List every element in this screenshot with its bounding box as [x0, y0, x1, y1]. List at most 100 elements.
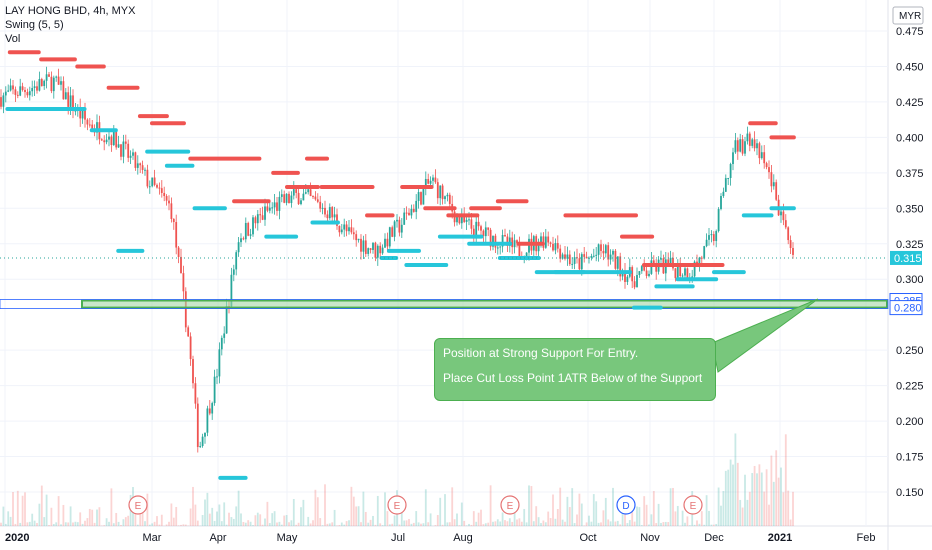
volume-bar [360, 522, 362, 526]
candle-body [300, 200, 302, 205]
volume-bar [228, 512, 230, 526]
candle-body [388, 227, 391, 247]
candle-body [206, 408, 209, 433]
volume-bar [528, 485, 530, 526]
candle-body [88, 124, 91, 126]
volume-bar [79, 512, 82, 526]
candle-body [266, 206, 269, 211]
volume-bar [151, 523, 154, 526]
candle-body [223, 333, 226, 338]
candle-body [626, 276, 629, 282]
volume-bar [273, 511, 276, 526]
volume-bar [729, 459, 732, 526]
volume-bar [259, 514, 262, 526]
volume-bar [372, 515, 374, 526]
candle-body [141, 165, 144, 170]
candle-body [379, 245, 382, 254]
candle-body [676, 265, 679, 279]
volume-bar [477, 512, 480, 526]
candle-body [139, 163, 142, 166]
volume-bar [722, 491, 725, 526]
candle-body [705, 239, 708, 247]
volume-bar [232, 518, 235, 526]
candle-body [129, 155, 132, 158]
volume-bar [652, 491, 655, 526]
volume-bar [72, 522, 74, 526]
candle-body [789, 240, 792, 249]
candle-body [324, 207, 326, 215]
volume-bar [537, 517, 540, 526]
candle-body [21, 86, 24, 90]
volume-bar [412, 522, 415, 526]
candle-body [650, 260, 653, 274]
candle-body [434, 177, 437, 183]
candle-body [108, 136, 110, 140]
volume-bar [172, 517, 175, 526]
time-tick-label: Nov [640, 532, 660, 544]
volume-bar [780, 467, 782, 526]
candle-body [177, 247, 180, 257]
candle-body [592, 255, 595, 257]
volume-bar [700, 511, 703, 526]
volume-bar [559, 487, 562, 526]
candle-body [585, 256, 588, 259]
candle-body [240, 238, 242, 243]
volume-bar [124, 517, 127, 526]
volume-bar [180, 524, 182, 526]
candle-body [170, 203, 173, 219]
candle-body [86, 119, 89, 125]
volume-bar [496, 519, 499, 526]
volume-bar [571, 488, 574, 526]
candle-body [31, 87, 34, 92]
candle-body [343, 224, 346, 230]
candle-body [271, 207, 274, 209]
volume-bar [583, 525, 586, 526]
candle-body [667, 259, 670, 265]
volume-bar [144, 521, 146, 526]
candle-body [160, 188, 163, 193]
candle-body [187, 327, 190, 337]
candle-body [590, 256, 593, 258]
volume-bar [554, 518, 557, 526]
candle-body [573, 257, 576, 264]
volume-bar [254, 515, 257, 526]
volume-bar [547, 511, 550, 526]
candle-body [540, 236, 542, 244]
volume-bar [213, 520, 216, 526]
candle-body [302, 193, 305, 201]
volume-bar [568, 507, 571, 526]
candle-body [417, 192, 420, 201]
candle-body [103, 140, 106, 143]
candle-body [67, 92, 70, 107]
candle-body [247, 222, 250, 236]
volume-bar [468, 523, 470, 526]
volume-bar [436, 515, 439, 526]
candle-body [24, 89, 26, 93]
volume-bar [55, 522, 58, 526]
candle-body [199, 446, 202, 448]
volume-bar [684, 522, 686, 526]
price-tick-label: 0.450 [896, 61, 924, 73]
volume-bar [456, 513, 458, 526]
time-tick-label: May [277, 532, 298, 544]
volume-bar [379, 523, 382, 526]
volume-bar [88, 508, 91, 526]
event-marker [616, 495, 636, 515]
volume-bar [669, 488, 672, 526]
volume-bar [139, 502, 142, 526]
volume-bar [307, 516, 310, 526]
candle-body [328, 207, 331, 219]
volume-bar [60, 524, 62, 526]
annotation-callout[interactable]: Position at Strong Support For Entry. Pl… [434, 338, 716, 401]
volume-bar [160, 514, 163, 526]
event-marker-label: E [135, 501, 142, 512]
volume-bar [333, 509, 336, 526]
volume-bar [564, 521, 566, 526]
price-badge [889, 300, 923, 316]
volume-bar [326, 523, 329, 526]
volume-bar [369, 519, 372, 526]
volume-bar [470, 524, 473, 526]
candle-body [232, 269, 235, 275]
